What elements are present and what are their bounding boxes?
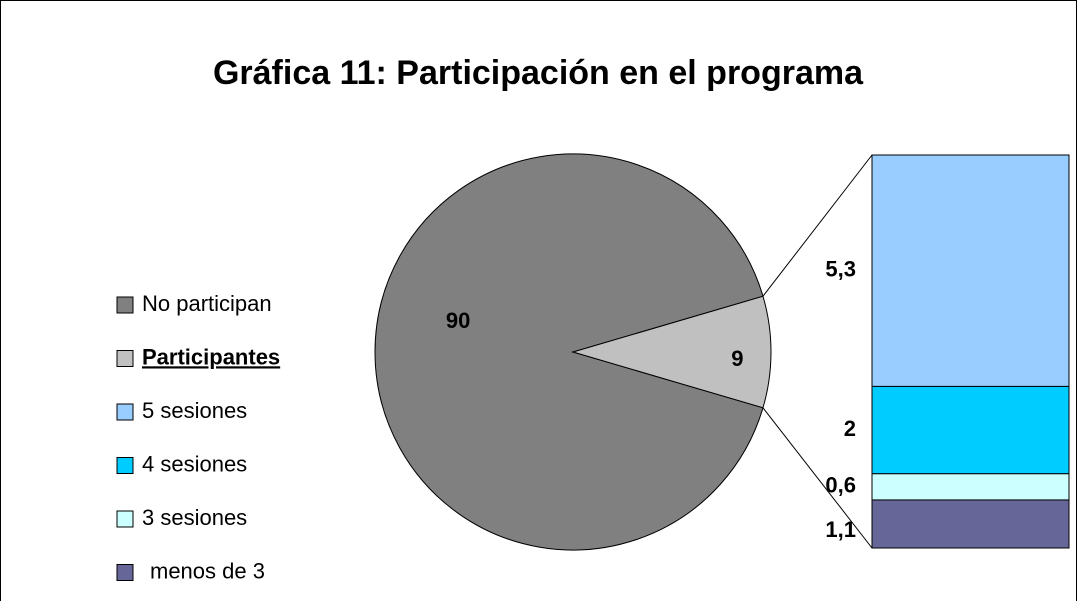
chart-title: Gráfica 11: Participación en el programa [213, 54, 864, 92]
legend-label: 4 sesiones [142, 451, 247, 476]
legend-swatch [116, 350, 134, 367]
legend-swatch [116, 564, 134, 581]
legend-label: 3 sesiones [142, 505, 247, 530]
legend-label: 5 sesiones [142, 398, 247, 423]
breakdown-label: 5,3 [825, 257, 856, 282]
pie-slice [374, 153, 764, 551]
breakdown-segment [871, 473, 1070, 501]
breakdown-label: 2 [844, 416, 856, 441]
connector-line [762, 407, 873, 549]
breakdown-label: 1,1 [825, 517, 856, 542]
legend-label: Participantes [142, 344, 280, 369]
breakdown-segment [871, 154, 1070, 387]
legend-swatch [116, 296, 134, 314]
slice-label: 90 [446, 308, 470, 333]
legend-label: menos de 3 [150, 558, 265, 583]
breakdown-label: 0,6 [825, 473, 856, 498]
legend-swatch [116, 457, 134, 474]
legend-swatch [116, 403, 134, 421]
slice-label: 9 [731, 346, 743, 371]
breakdown-segment [871, 499, 1070, 549]
legend-swatch [116, 510, 134, 528]
legend-label: No participan [142, 291, 272, 316]
breakdown-segment [871, 385, 1070, 475]
pie-slice [571, 295, 772, 409]
connector-line [762, 154, 873, 297]
